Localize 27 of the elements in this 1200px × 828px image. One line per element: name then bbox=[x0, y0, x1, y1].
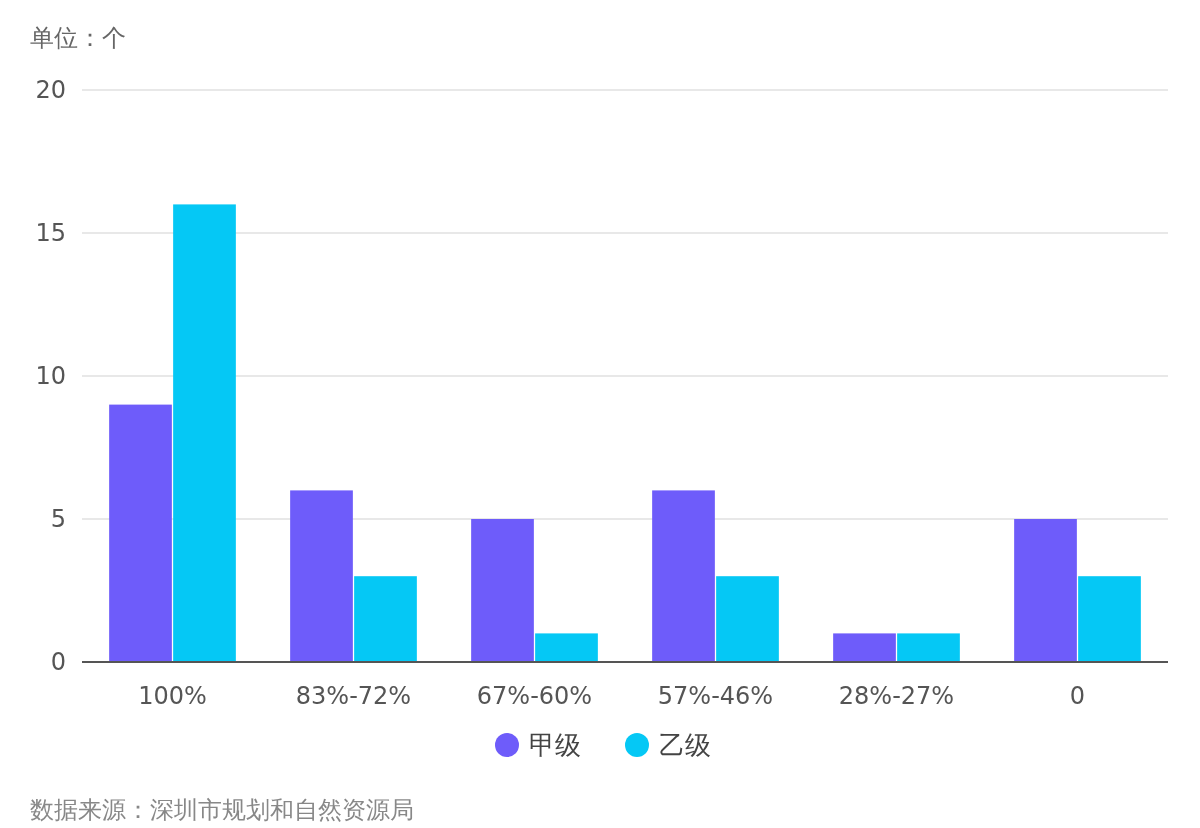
bar bbox=[716, 576, 779, 662]
bar bbox=[471, 519, 534, 662]
bar bbox=[897, 633, 960, 662]
y-tick-label: 20 bbox=[35, 76, 66, 105]
legend-label: 乙级 bbox=[659, 730, 711, 761]
x-tick-label: 57%-46% bbox=[657, 682, 774, 710]
x-tick-label: 67%-60% bbox=[476, 682, 593, 710]
x-tick-label: 100% bbox=[138, 682, 207, 710]
x-tick-label: 0 bbox=[1069, 682, 1086, 710]
bar bbox=[354, 576, 417, 662]
y-tick-label: 10 bbox=[35, 362, 66, 391]
bar bbox=[173, 204, 236, 662]
bar bbox=[109, 404, 172, 662]
y-tick-label: 15 bbox=[35, 219, 66, 248]
bar bbox=[1014, 519, 1077, 662]
bar bbox=[290, 490, 353, 662]
bar bbox=[535, 633, 598, 662]
y-tick-label: 0 bbox=[50, 648, 66, 677]
bar bbox=[652, 490, 715, 662]
legend-label: 甲级 bbox=[529, 730, 581, 761]
y-axis-title: 单位：个 bbox=[30, 24, 126, 52]
x-tick-label: 83%-72% bbox=[295, 682, 412, 710]
bar bbox=[833, 633, 896, 662]
bar bbox=[1078, 576, 1141, 662]
x-tick-label: 28%-27% bbox=[838, 682, 955, 710]
y-tick-label: 5 bbox=[50, 505, 66, 534]
source-note: 数据来源：深圳市规划和自然资源局 bbox=[30, 796, 414, 824]
